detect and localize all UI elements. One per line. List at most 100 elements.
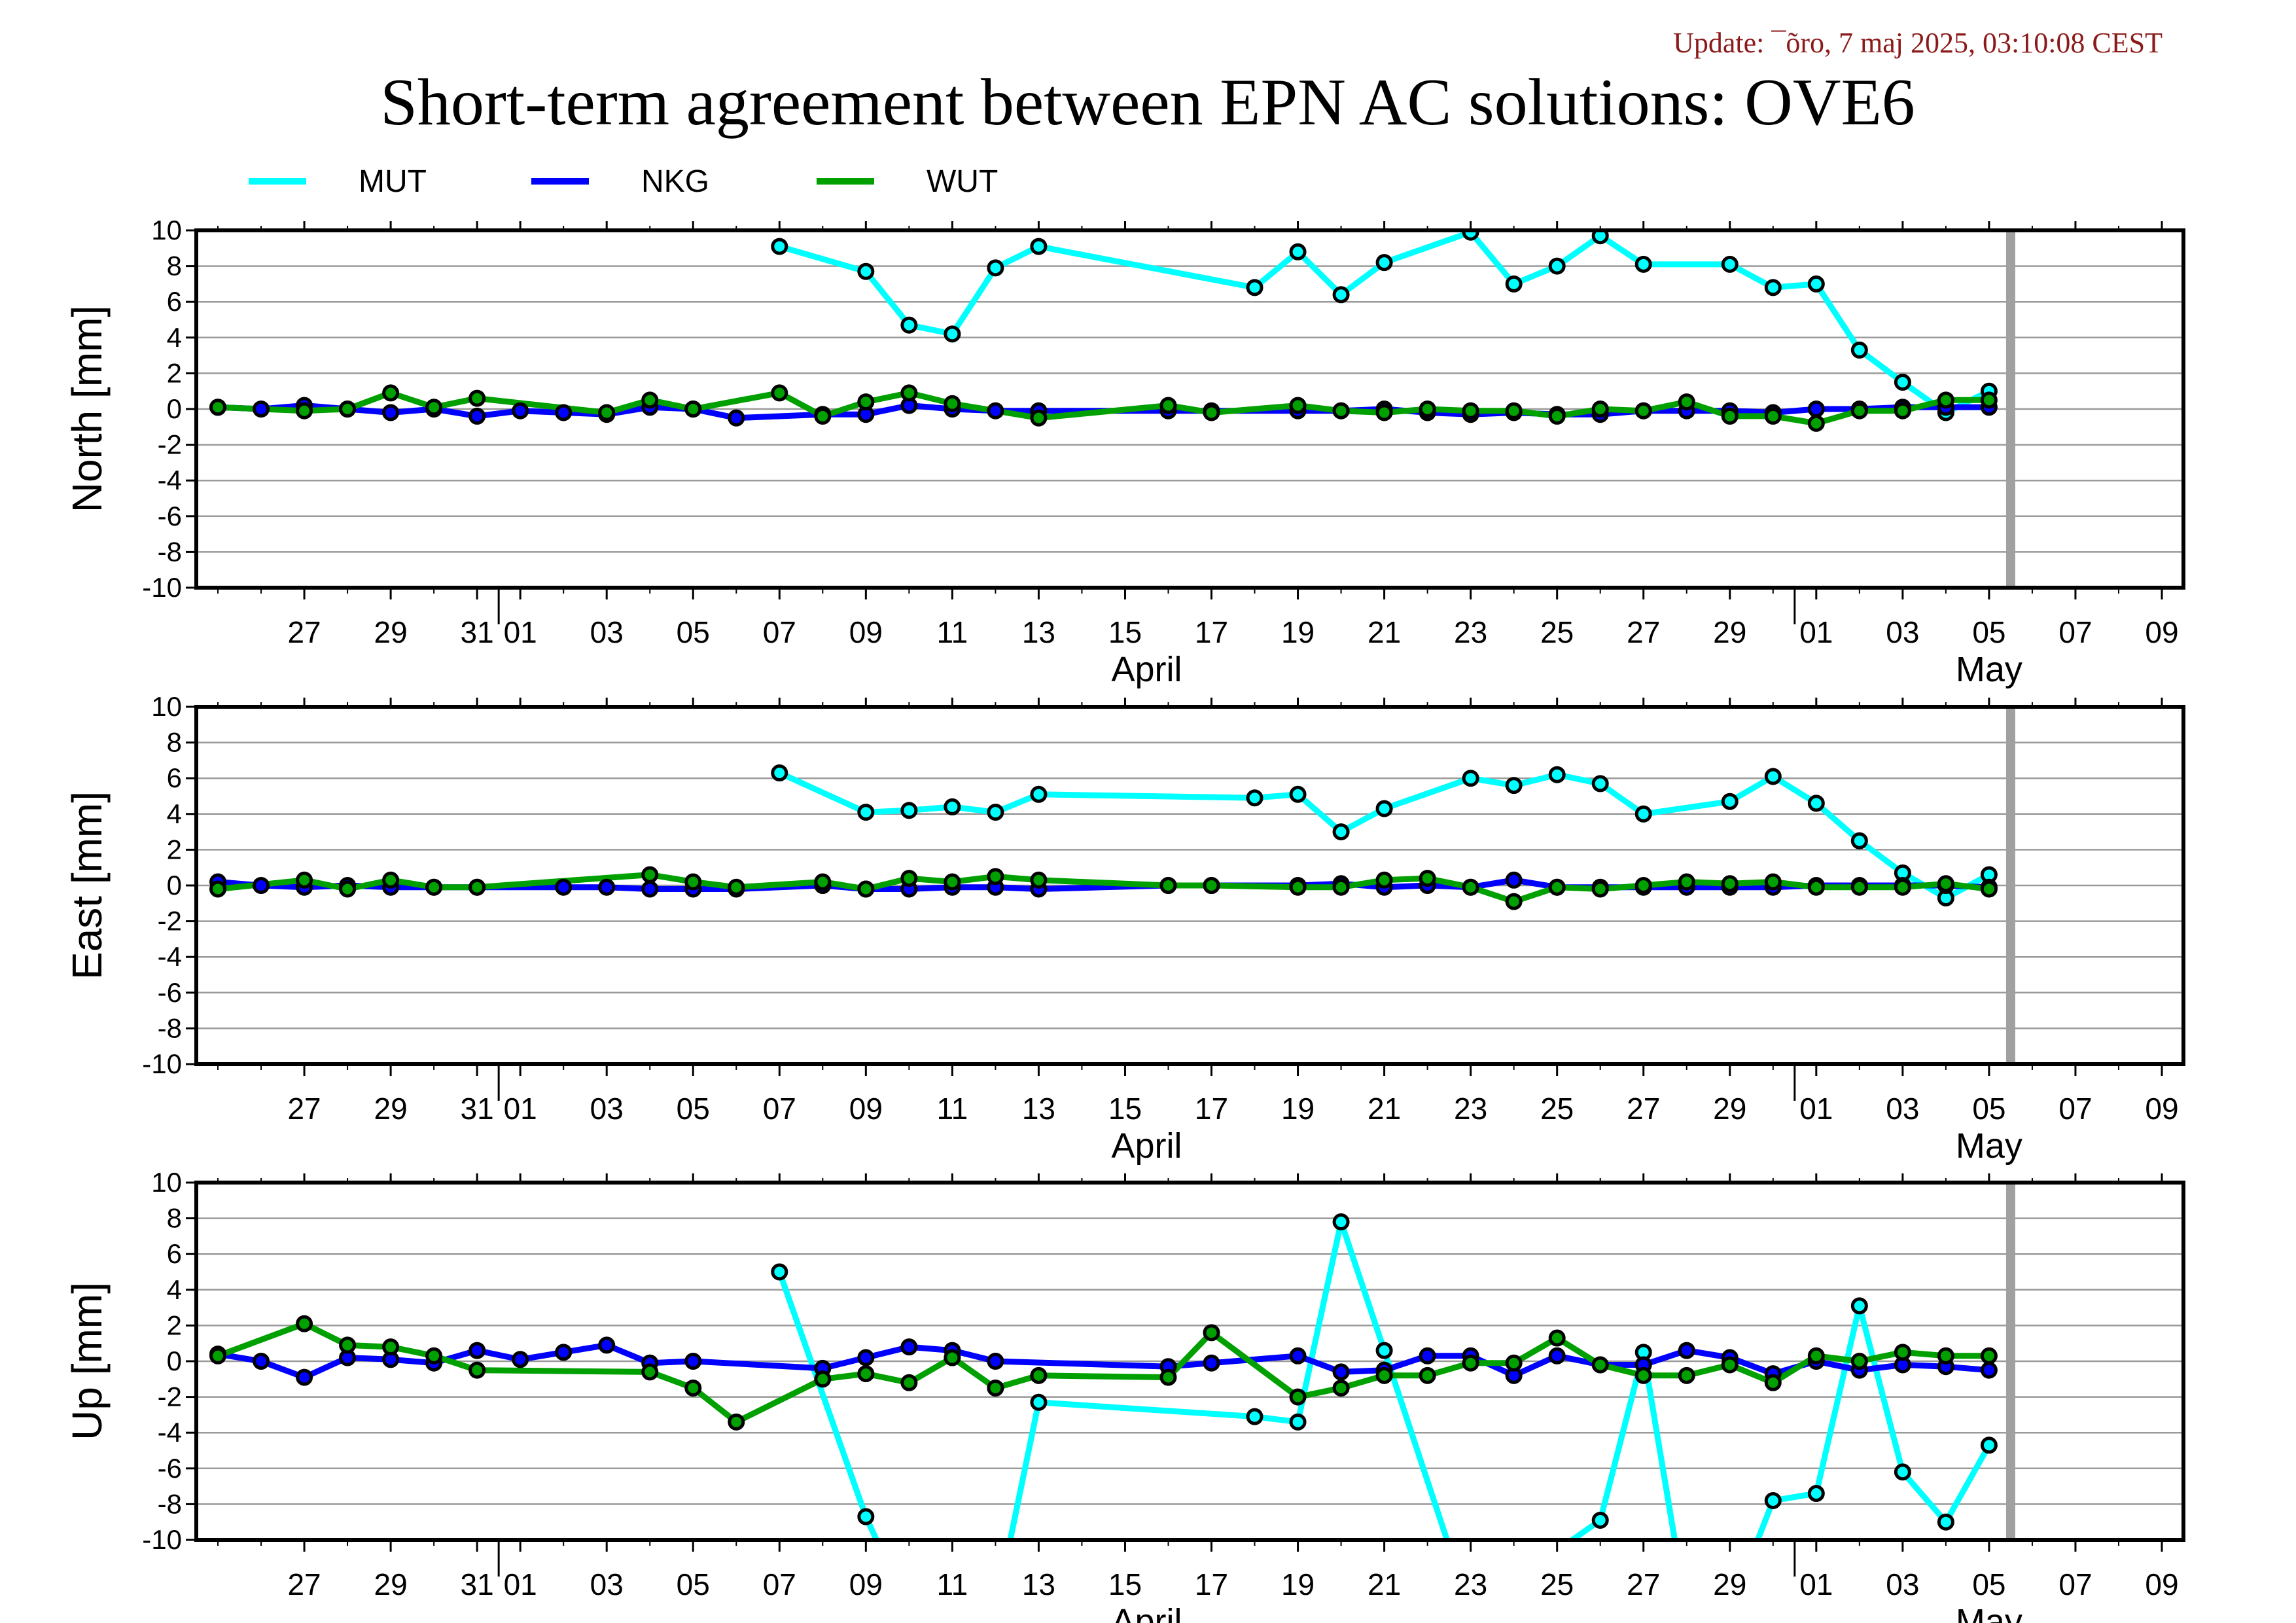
x-tick-label: 29 xyxy=(1713,1567,1746,1601)
y-tick-label: -4 xyxy=(158,465,182,495)
x-tick-label: 25 xyxy=(1540,1092,1574,1126)
x-tick-label: 21 xyxy=(1368,615,1401,649)
x-tick-label: 23 xyxy=(1454,615,1487,649)
data-point-mut xyxy=(1591,230,1609,245)
data-point-nkg xyxy=(253,877,270,894)
data-point-nkg xyxy=(1505,871,1523,889)
today-marker-up xyxy=(2005,1183,2015,1540)
x-tick-label: 01 xyxy=(1799,615,1833,649)
data-point-nkg xyxy=(728,409,745,427)
y-tick-label: 6 xyxy=(167,286,182,317)
x-tick-label: 09 xyxy=(2145,615,2178,649)
data-point-mut xyxy=(1807,794,1825,812)
data-point-wut xyxy=(1419,870,1436,887)
data-point-nkg xyxy=(468,1342,486,1359)
y-tick-label: -10 xyxy=(142,1048,182,1079)
data-point-mut xyxy=(900,802,918,819)
data-point-wut xyxy=(1937,875,1954,893)
data-point-wut xyxy=(684,873,702,891)
data-point-wut xyxy=(1505,893,1523,910)
data-point-mut xyxy=(1721,793,1739,810)
data-point-mut xyxy=(1850,832,1868,849)
y-tick-label: 10 xyxy=(151,1167,182,1198)
x-tick-label: 21 xyxy=(1368,1092,1401,1126)
x-tick-label: 07 xyxy=(763,1567,796,1601)
panel-frame-up xyxy=(194,1181,2185,1542)
data-point-mut xyxy=(989,1605,1002,1618)
data-point-wut xyxy=(1375,1366,1393,1384)
data-point-mut xyxy=(1850,1297,1868,1315)
data-point-wut xyxy=(1764,407,1782,425)
data-point-wut xyxy=(425,1347,443,1364)
data-point-wut xyxy=(425,878,443,896)
data-point-mut xyxy=(1894,374,1911,391)
x-tick-label: 09 xyxy=(2145,1092,2178,1126)
data-point-nkg xyxy=(468,407,486,425)
y-tick-label: -6 xyxy=(158,1453,182,1484)
data-point-nkg xyxy=(987,1353,1004,1370)
x-tick-label: 19 xyxy=(1281,1567,1315,1601)
data-point-wut xyxy=(1634,1366,1652,1384)
data-point-mut xyxy=(1030,1393,1048,1411)
data-point-wut xyxy=(1030,409,1048,427)
data-point-nkg xyxy=(1548,1347,1566,1364)
data-point-wut xyxy=(900,384,918,402)
x-tick-label: 31 xyxy=(461,1567,494,1601)
data-point-wut xyxy=(1159,1368,1177,1386)
data-point-nkg xyxy=(900,1338,918,1356)
x-tick-label: 09 xyxy=(849,1092,883,1126)
x-tick-label: 29 xyxy=(374,1092,408,1126)
x-tick-label: 03 xyxy=(590,1092,624,1126)
data-point-wut xyxy=(339,1336,357,1354)
data-point-nkg xyxy=(684,1353,702,1370)
data-point-mut xyxy=(1332,823,1350,841)
x-tick-label: 17 xyxy=(1195,1092,1228,1126)
panel-east: 10 8 6 4 2 0 -2 -4 -6 -8 -10 27 29 31 01 03 05 07 09 11 13 15… xyxy=(63,691,2185,1166)
data-point-wut xyxy=(728,878,745,896)
series-line-mut xyxy=(776,770,1992,901)
month-label: April xyxy=(1111,1602,1182,1623)
x-tick-label: 05 xyxy=(1972,615,2005,649)
data-point-wut xyxy=(1289,1388,1307,1406)
data-point-mut xyxy=(1980,1436,1998,1454)
series-line-mut xyxy=(776,230,1992,416)
data-point-nkg xyxy=(641,880,659,898)
data-point-wut xyxy=(857,1365,875,1383)
data-point-mut xyxy=(771,764,788,782)
y-tick-label: 6 xyxy=(167,762,182,793)
panel-frame-east xyxy=(194,705,2185,1066)
data-point-wut xyxy=(468,1361,486,1379)
data-point-nkg xyxy=(1203,1354,1220,1372)
data-point-mut xyxy=(857,262,875,280)
data-point-nkg xyxy=(296,1368,313,1386)
y-tick-label: 4 xyxy=(167,798,182,829)
legend-label-nkg: NKG xyxy=(641,164,709,199)
data-point-wut xyxy=(1462,1354,1479,1372)
series-group-north xyxy=(209,230,1998,432)
data-point-wut xyxy=(944,873,961,891)
data-point-nkg xyxy=(555,878,573,896)
x-tick-label: 23 xyxy=(1454,1092,1487,1126)
data-point-mut xyxy=(1375,1342,1393,1359)
data-point-mut xyxy=(1332,286,1350,304)
month-label: May xyxy=(1956,1602,2022,1623)
data-point-wut xyxy=(1634,877,1652,894)
x-tick-label: 07 xyxy=(763,615,796,649)
data-point-mut xyxy=(1375,800,1393,817)
data-point-mut xyxy=(1850,341,1868,359)
y-tick-label: -8 xyxy=(158,1488,182,1519)
data-point-wut xyxy=(209,399,227,416)
data-point-nkg xyxy=(555,1344,573,1361)
data-point-nkg xyxy=(253,401,270,418)
panel-north: 10 8 6 4 2 0 -2 -4 -6 -8 -10 27 29 31 01 03 05 07 09 11 13 15… xyxy=(63,215,2185,689)
data-point-nkg xyxy=(512,402,529,419)
x-tick-label: 11 xyxy=(936,1567,968,1601)
data-point-wut xyxy=(1289,397,1307,414)
x-tick-label: 21 xyxy=(1368,1567,1401,1601)
data-point-mut xyxy=(944,325,961,343)
x-tick-label: 27 xyxy=(287,615,321,649)
x-tick-label: 03 xyxy=(590,615,624,649)
x-tick-label: 05 xyxy=(677,1567,710,1601)
x-tick-label: 29 xyxy=(1713,615,1746,649)
data-point-nkg xyxy=(555,404,573,421)
